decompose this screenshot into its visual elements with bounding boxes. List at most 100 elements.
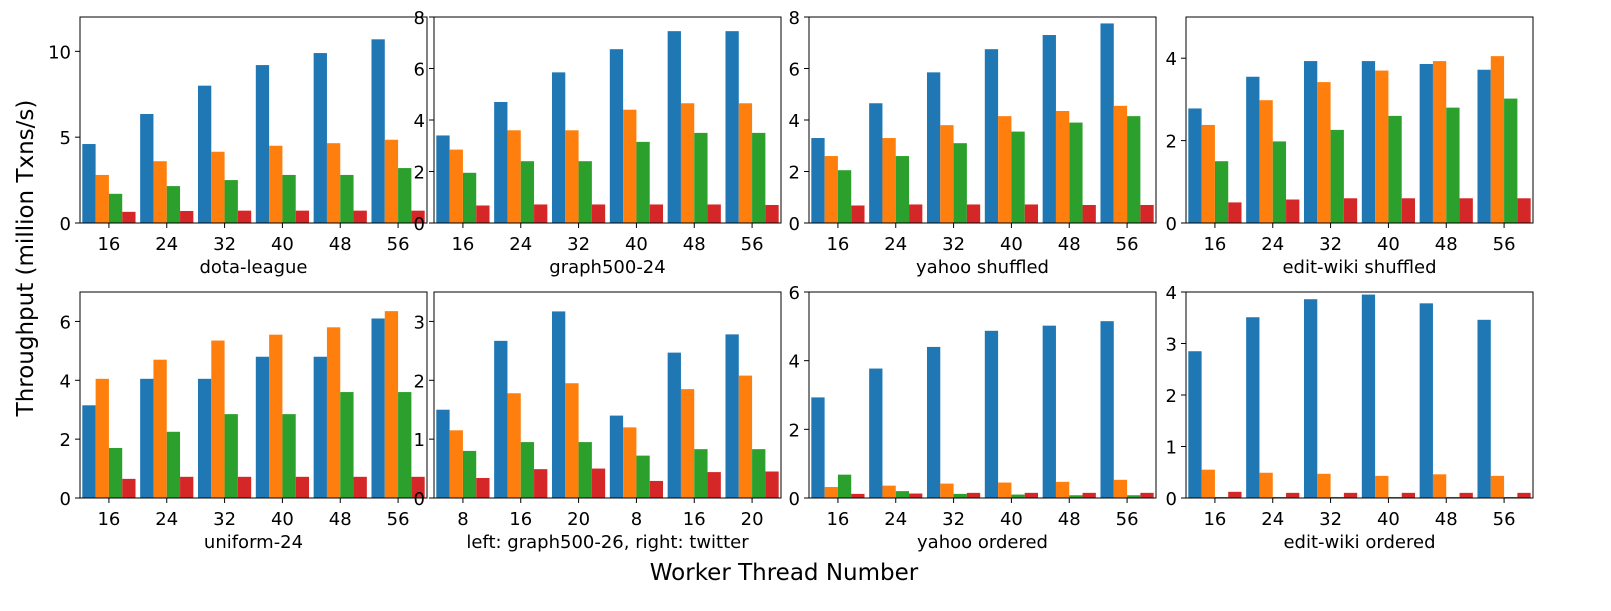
bar-series-4-8 [476, 477, 490, 498]
bar-series-2-24 [882, 138, 896, 223]
bar-series-1-48 [1419, 63, 1433, 223]
bar-series-1-48 [1042, 325, 1056, 498]
bar-series-3-24 [895, 156, 910, 223]
bar-series-4-16 [851, 205, 865, 223]
y-tick-label: 0 [60, 214, 71, 235]
y-tick-label: 8 [789, 8, 800, 29]
y-tick-label: 2 [789, 420, 800, 441]
y-tick-label: 6 [789, 60, 800, 81]
axes-frame [79, 291, 428, 499]
y-tick-label: 4 [1166, 49, 1177, 70]
bar-series-3-48 [694, 132, 708, 224]
bar-series-3-48 [1446, 107, 1460, 223]
bar-series-1-16 [667, 352, 681, 498]
bar-series-3-40 [1011, 131, 1025, 223]
bar-series-2-16 [507, 393, 521, 498]
bar-series-2-16 [1201, 469, 1215, 498]
x-tick-label: 24 [884, 234, 907, 255]
bar-series-2-56 [738, 103, 753, 223]
subplot-xlabel: yahoo ordered [917, 532, 1048, 553]
x-tick-label: 56 [1116, 509, 1139, 530]
x-tick-label: 40 [625, 234, 648, 255]
x-tick-label: 32 [942, 509, 965, 530]
bar-series-3-16 [837, 474, 852, 498]
bar-series-2-48 [326, 327, 341, 498]
x-tick-label: 24 [1261, 234, 1284, 255]
bar-series-1-32 [1303, 299, 1318, 498]
bar-series-4-56 [765, 204, 779, 223]
y-tick-label: 0 [414, 214, 425, 235]
bar-series-2-32 [940, 125, 954, 223]
bar-series-3-16 [462, 172, 477, 223]
bar-series-1-40 [609, 49, 624, 223]
x-tick-label: 56 [387, 234, 410, 255]
bar-series-2-56 [384, 139, 399, 223]
bar-series-3-24 [1272, 496, 1287, 498]
bar-series-3-56 [752, 132, 766, 224]
bar-series-4-48 [353, 210, 367, 223]
bar-series-3-48 [340, 392, 354, 498]
bar-series-1-24 [494, 101, 508, 223]
bar-series-2-24 [1259, 472, 1273, 498]
bar-series-1-56 [725, 31, 739, 223]
bar-series-3-32 [578, 161, 592, 223]
y-tick-label: 4 [789, 111, 800, 132]
x-tick-label: 56 [741, 234, 764, 255]
x-tick-label: 16 [826, 509, 849, 530]
y-tick-label: 0 [414, 489, 425, 510]
bar-series-3-24 [520, 161, 535, 223]
bar-series-4-40 [649, 204, 664, 223]
y-tick-label: 2 [414, 163, 425, 184]
bar-series-3-40 [636, 141, 650, 223]
x-tick-label: 16 [97, 234, 120, 255]
x-tick-label: 48 [1435, 234, 1458, 255]
bar-series-1-24 [869, 103, 883, 223]
y-tick-label: 0 [1166, 214, 1177, 235]
x-tick-label: 40 [1000, 509, 1023, 530]
bar-series-3-48 [1069, 495, 1083, 498]
y-tick-label: 4 [1166, 283, 1177, 304]
bar-series-1-56 [1477, 69, 1491, 224]
bar-series-2-8 [623, 427, 637, 498]
bar-series-1-16 [82, 405, 96, 498]
bar-series-1-16 [1188, 108, 1202, 223]
axes-frame [433, 291, 782, 499]
x-tick-label: 16 [1203, 509, 1226, 530]
bar-series-2-16 [824, 487, 838, 498]
bar-series-1-16 [82, 144, 96, 223]
x-tick-label: 16 [826, 234, 849, 255]
x-tick-label: 16 [1203, 234, 1226, 255]
bar-series-1-16 [436, 135, 450, 223]
figure-xlabel: Worker Thread Number [650, 560, 919, 586]
bar-series-2-40 [1375, 70, 1389, 223]
x-tick-label: 32 [567, 234, 590, 255]
bar-series-4-20 [765, 471, 779, 498]
y-tick-label: 1 [1166, 438, 1177, 459]
x-tick-label: 32 [213, 234, 236, 255]
bar-series-3-20 [752, 449, 766, 498]
bar-series-4-16 [1228, 202, 1242, 223]
bar-series-4-40 [295, 210, 310, 223]
bar-series-3-56 [398, 392, 412, 498]
x-tick-label: 48 [1058, 234, 1081, 255]
y-tick-label: 0 [789, 214, 800, 235]
y-tick-label: 2 [414, 371, 425, 392]
bar-series-4-40 [1401, 198, 1416, 223]
bar-series-1-40 [255, 65, 270, 223]
axes-frame [1185, 16, 1534, 224]
bar-series-4-32 [237, 210, 252, 223]
bar-series-4-32 [237, 476, 252, 498]
bar-series-4-56 [1140, 204, 1154, 223]
bar-series-1-48 [313, 356, 327, 498]
bar-series-2-56 [1113, 479, 1128, 498]
bar-series-3-56 [1127, 495, 1141, 498]
y-tick-label: 2 [60, 430, 71, 451]
x-tick-label: 24 [155, 234, 178, 255]
bar-series-3-24 [166, 186, 181, 223]
bar-series-4-16 [707, 472, 721, 498]
bar-series-2-32 [1317, 473, 1331, 498]
